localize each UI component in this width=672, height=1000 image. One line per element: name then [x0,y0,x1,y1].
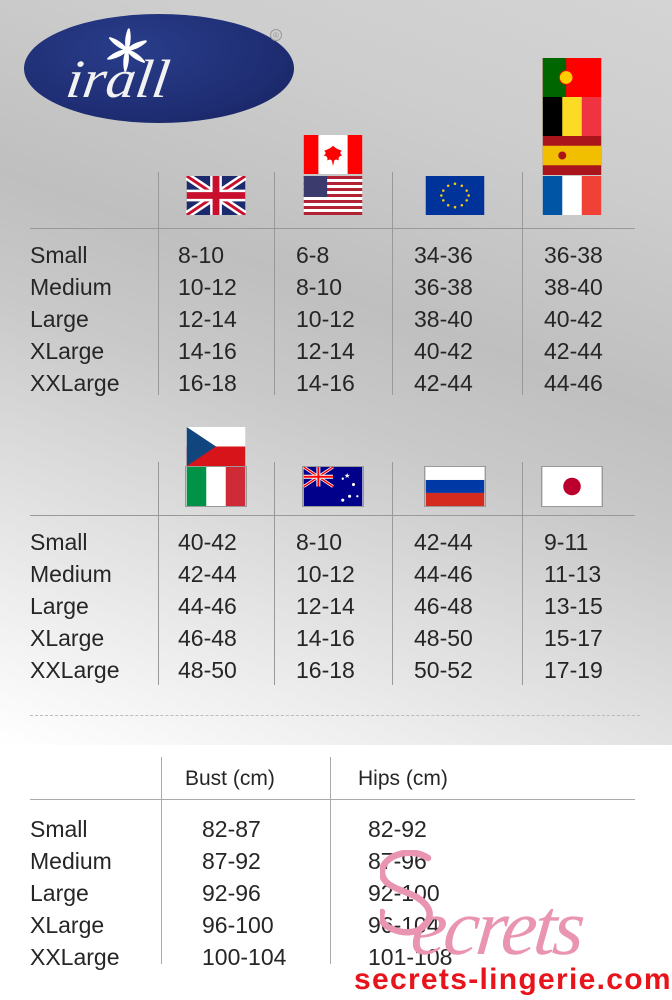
svg-text:ecrets: ecrets [407,884,587,972]
